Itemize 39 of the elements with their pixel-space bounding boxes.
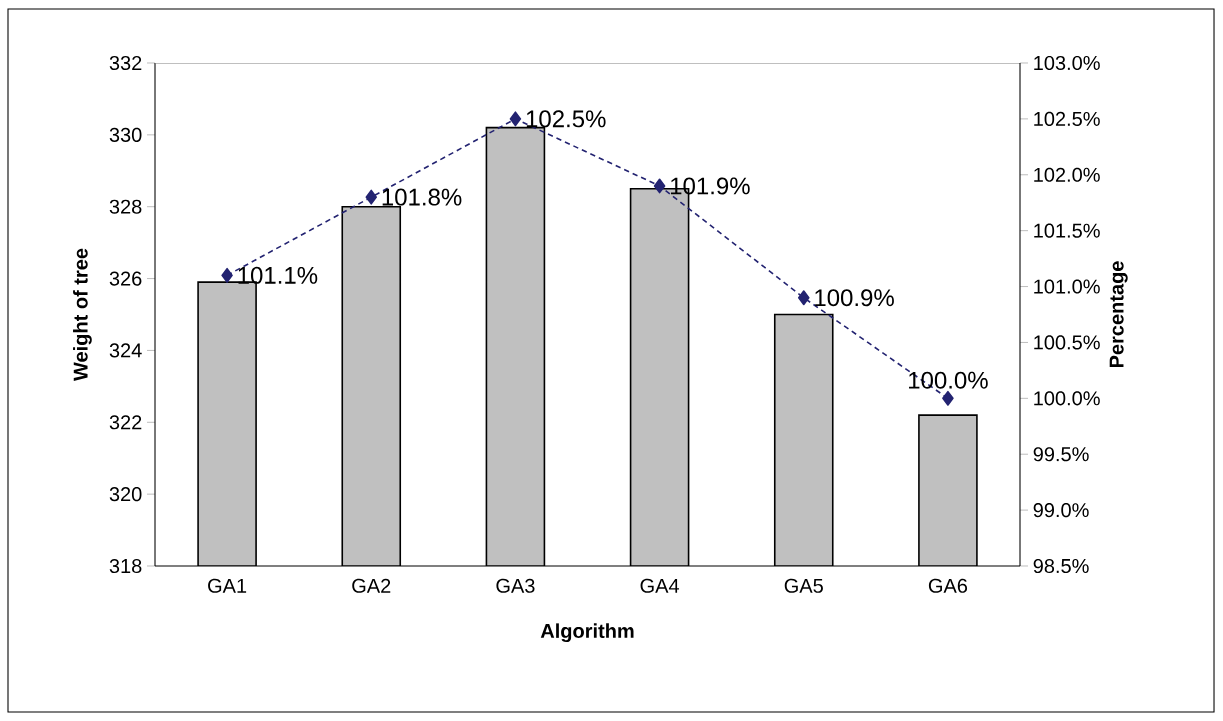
y2-tick-label: 102.0% (1034, 167, 1100, 182)
y2-tick-label: 103.0% (1034, 55, 1100, 71)
y2-axis-title: Percentage (1109, 261, 1128, 368)
y-tick-label: 330 (109, 127, 142, 142)
data-label: 102.5% (526, 110, 606, 128)
x-tick-label: GA5 (784, 578, 823, 593)
y-tick-label: 324 (109, 343, 142, 358)
point (509, 111, 522, 127)
data-label: 101.9% (671, 177, 750, 195)
y-tick-label: 328 (109, 199, 142, 214)
y2-tick-label: 102.5% (1034, 111, 1100, 126)
x-tick-label: GA6 (928, 578, 968, 593)
point (653, 178, 666, 194)
y2-tick-label: 99.0% (1033, 503, 1089, 518)
data-label: 100.0% (909, 371, 988, 389)
x-tick-label: GA1 (208, 578, 247, 593)
y2-tick-label: 101.5% (1034, 223, 1100, 238)
y2-tick-label: 99.5% (1033, 447, 1089, 462)
y-tick-label: 318 (109, 558, 142, 574)
y2-tick-label: 100.0% (1034, 391, 1100, 406)
x-tick-label: GA4 (640, 578, 680, 593)
point (797, 290, 810, 306)
x-tick-label: GA2 (352, 578, 391, 593)
data-label: 100.9% (815, 289, 894, 307)
y-tick-label: 322 (109, 415, 142, 430)
data-label: 101.8% (382, 188, 462, 206)
y2-tick-label: 98.5% (1033, 558, 1089, 574)
x-tick-label: GA3 (496, 578, 535, 593)
y-axis-title: Weight of tree (73, 248, 92, 381)
y-tick-label: 326 (109, 271, 142, 286)
y2-tick-label: 100.5% (1034, 335, 1100, 350)
point (221, 267, 233, 283)
y-tick-label: 320 (109, 487, 142, 502)
point (365, 189, 378, 205)
y2-tick-label: 101.0% (1034, 279, 1100, 294)
point (942, 390, 954, 406)
data-label: 101.1% (238, 266, 318, 284)
y-tick-label: 332 (109, 55, 142, 71)
x-axis-title: Algorithm (540, 623, 634, 643)
